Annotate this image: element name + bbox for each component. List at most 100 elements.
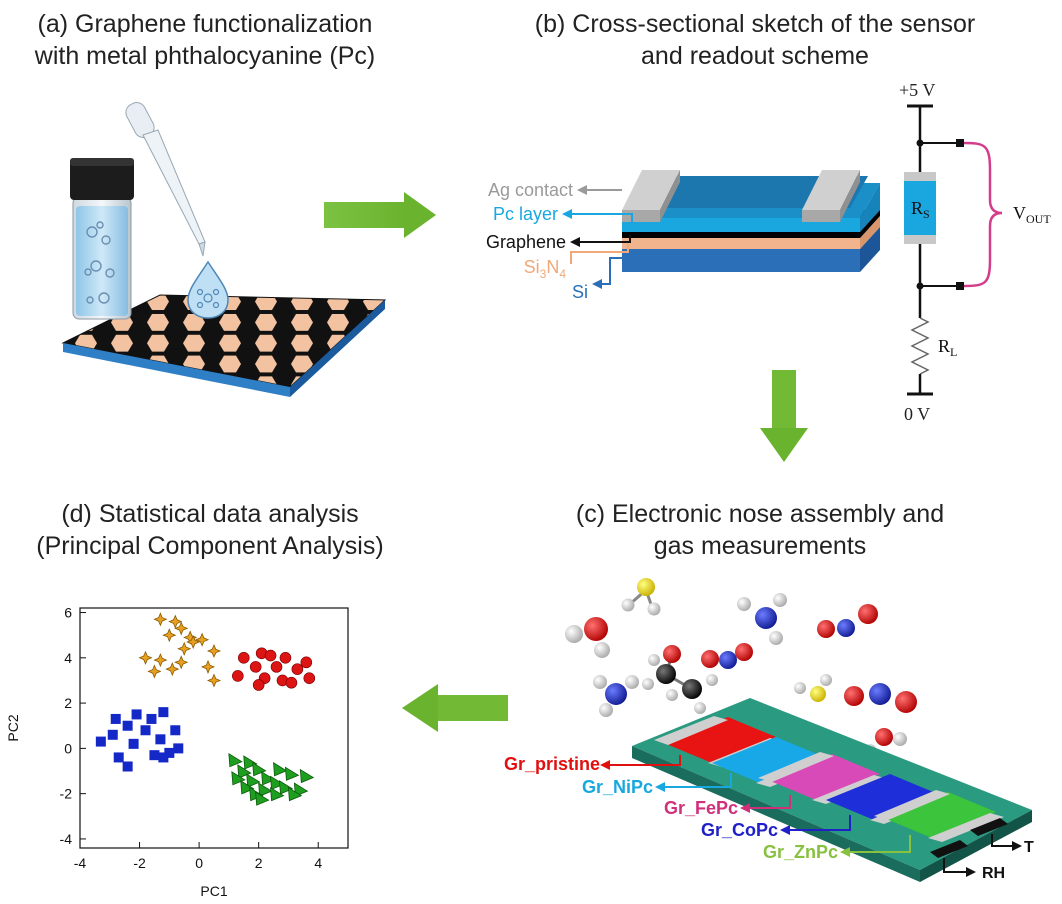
data-point-square [173, 743, 184, 754]
arrow-a-to-b [324, 192, 436, 238]
panel-a-title-line1: (a) Graphene functionalization [37, 10, 373, 38]
panel-a-title-line2: with metal phthalocyanine (Pc) [34, 42, 376, 70]
data-point-square [107, 729, 118, 740]
label-rh: RH [982, 865, 1005, 882]
panel-d-title: (d) Statistical data analysis (Principal… [10, 498, 410, 562]
layer-label-ag-contact: Ag contact [488, 180, 622, 200]
data-point-star [138, 650, 153, 665]
data-point-square [164, 747, 175, 758]
sensor-gr-fepc [758, 752, 888, 804]
callout-gr-copc: Gr_CoPc [701, 815, 851, 840]
y-tick-label: 4 [64, 650, 72, 666]
nh3-molecule [737, 593, 787, 645]
load-resistor-rl: RL [910, 317, 957, 375]
data-points [95, 612, 316, 806]
sensor-layer-labels: Ag contact Pc layer Graphene Si3N4 Si [486, 180, 633, 302]
panel-d-title-line1: (d) Statistical data analysis [61, 500, 359, 528]
callout-gr-znpc: Gr_ZnPc [763, 835, 911, 862]
data-point-square [95, 736, 106, 747]
data-point-triangle [237, 764, 252, 779]
layer-label-si: Si [572, 257, 626, 302]
data-point-star [162, 628, 177, 643]
data-point-square [122, 720, 133, 731]
data-point-star [174, 621, 189, 636]
sensor-resistor-rs: RS [904, 172, 936, 244]
vout-label: VOUT [1013, 203, 1051, 226]
panel-d-title-line2: (Principal Component Analysis) [36, 532, 384, 560]
y-tick-label: 2 [64, 695, 72, 711]
data-point-star [153, 653, 168, 668]
data-point-star [174, 655, 189, 670]
data-point-star [206, 673, 222, 688]
data-point-square [155, 734, 166, 745]
x-tick-label: 0 [195, 855, 203, 871]
x-tick-label: -2 [133, 855, 146, 871]
panel-c-gas-molecules [565, 578, 917, 756]
data-point-star [195, 632, 210, 647]
data-point-star [177, 641, 192, 656]
data-point-circle [279, 652, 292, 664]
data-point-star [165, 662, 180, 677]
data-point-triangle [261, 771, 276, 786]
data-point-square [158, 707, 169, 718]
data-point-square [131, 709, 142, 720]
data-point-triangle [228, 752, 243, 768]
axis-ticks: -4 -2 0 2 4 -4 -2 0 2 4 6 [60, 605, 323, 871]
layer-label-graphene: Graphene [486, 232, 631, 252]
callout-gr-fepc: Gr_FePc [664, 795, 791, 818]
readout-circuit: +5 V RS RL 0 V VOUT [899, 80, 1051, 424]
y-tick-label: 6 [64, 605, 72, 621]
data-point-triangle [284, 766, 300, 781]
data-point-square [146, 713, 157, 724]
ethanol-molecule [642, 645, 718, 714]
data-point-triangle [279, 780, 294, 795]
data-point-triangle [273, 762, 288, 777]
data-point-triangle [287, 786, 303, 802]
panel-b-sensor-stack [622, 170, 880, 272]
label-gr-copc: Gr_CoPc [701, 820, 778, 840]
label-graphene: Graphene [486, 232, 566, 252]
label-ag-contact: Ag contact [488, 180, 573, 200]
panel-a-title: (a) Graphene functionalization with meta… [10, 8, 400, 72]
data-point-square [158, 752, 169, 763]
data-point-circle [300, 656, 313, 669]
label-t: T [1024, 839, 1034, 856]
data-point-triangle [299, 768, 315, 784]
no2-molecule [844, 683, 917, 713]
pc-solution-vial [70, 158, 134, 320]
data-point-triangle [270, 775, 285, 790]
data-point-circle [249, 661, 262, 673]
h2s-molecule [794, 674, 832, 702]
no2-molecule [701, 643, 753, 669]
data-point-star [200, 659, 216, 674]
pipette [125, 102, 206, 257]
humidity-sensor-chip [930, 840, 968, 858]
data-point-square [170, 725, 181, 736]
ground-label: 0 V [904, 404, 930, 424]
data-point-square [128, 738, 139, 749]
nh3-molecule [593, 675, 639, 717]
data-point-circle [291, 663, 304, 675]
data-point-star [186, 634, 201, 650]
callout-t: T [991, 834, 1034, 856]
nose-sensor-labels: Gr_pristine Gr_NiPc Gr_FePc Gr_CoPc Gr_Z [504, 754, 1034, 882]
panel-c-title: (c) Electronic nose assembly and gas mea… [540, 498, 980, 562]
label-si3n4: Si3N4 [524, 257, 567, 281]
data-point-triangle [231, 771, 246, 786]
y-axis-label: PC2 [5, 714, 21, 741]
panel-b-title-line1: (b) Cross-sectional sketch of the sensor [534, 10, 976, 38]
label-gr-znpc: Gr_ZnPc [763, 842, 838, 862]
no2-molecule [817, 604, 878, 638]
y-tick-label: -4 [60, 831, 73, 847]
label-gr-pristine: Gr_pristine [504, 754, 600, 774]
callout-gr-pristine: Gr_pristine [504, 754, 681, 774]
pc-droplet [187, 260, 229, 319]
data-point-circle [285, 676, 298, 689]
label-pc-layer: Pc layer [493, 204, 558, 224]
panel-a-illustration [61, 102, 387, 397]
data-point-circle [232, 670, 244, 682]
data-point-square [149, 750, 160, 761]
data-point-triangle [243, 755, 258, 770]
rs-label: RS [911, 198, 930, 221]
